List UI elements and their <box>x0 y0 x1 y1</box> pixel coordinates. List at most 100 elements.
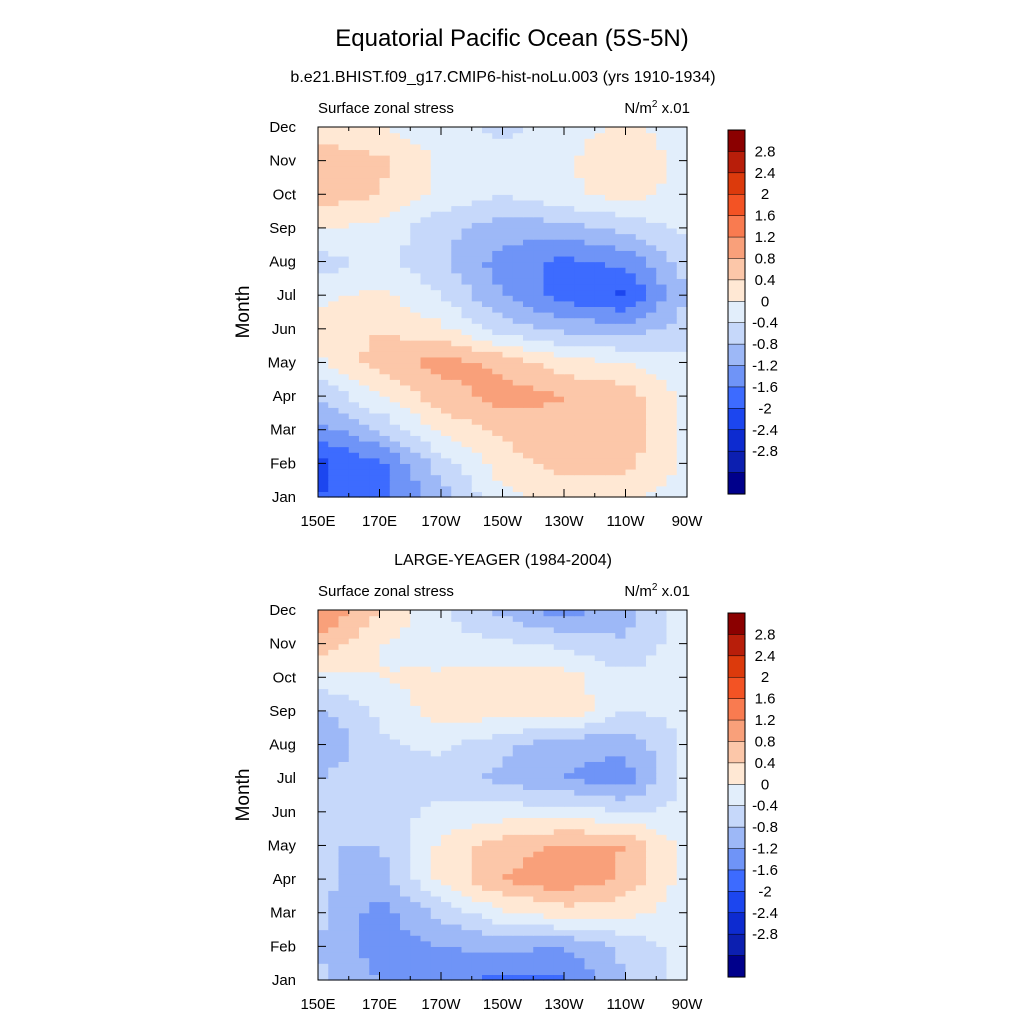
heatmap-cell <box>666 856 678 863</box>
heatmap-cell <box>369 194 381 201</box>
colorbar-label: 0 <box>761 293 769 310</box>
heatmap-cell <box>400 199 411 207</box>
heatmap-cell <box>594 491 606 498</box>
heatmap-cell <box>656 772 668 779</box>
heatmap-cell <box>482 239 493 246</box>
heatmap-cell <box>369 368 381 375</box>
heatmap-cell <box>482 205 493 212</box>
heatmap-cell <box>482 407 493 414</box>
heatmap-cell <box>615 895 627 903</box>
heatmap-cell <box>379 671 391 678</box>
heatmap-cell <box>502 800 514 807</box>
heatmap-cell <box>543 610 555 617</box>
heatmap-cell <box>625 485 637 492</box>
heatmap-cell <box>359 823 370 830</box>
heatmap-cell <box>348 340 360 347</box>
heatmap-cell <box>584 278 596 285</box>
heatmap-cell <box>625 222 637 229</box>
heatmap-cell <box>338 227 350 235</box>
heatmap-cell <box>369 457 381 464</box>
heatmap-cell <box>389 974 401 981</box>
heatmap-cell <box>574 300 586 307</box>
heatmap-cell <box>318 823 329 830</box>
heatmap-cell <box>410 390 422 397</box>
heatmap-cell <box>369 379 381 386</box>
heatmap-cell <box>471 177 483 184</box>
heatmap-cell <box>482 851 493 858</box>
heatmap-cell <box>605 160 616 167</box>
heatmap-cell <box>430 468 442 476</box>
heatmap-cell <box>512 867 524 875</box>
heatmap-cell <box>430 278 442 285</box>
heatmap-cell <box>646 867 657 875</box>
heatmap-cell <box>430 373 442 380</box>
heatmap-cell <box>676 671 688 678</box>
heatmap-cell <box>369 862 381 869</box>
heatmap-cell <box>420 946 432 953</box>
heatmap-cell <box>594 638 606 645</box>
heatmap-cell <box>523 384 534 392</box>
heatmap-cell <box>379 733 391 740</box>
heatmap-cell <box>471 688 483 695</box>
heatmap-cell <box>676 480 688 487</box>
heatmap-cell <box>471 160 483 167</box>
heatmap-cell <box>420 149 432 156</box>
heatmap-cell <box>410 362 422 369</box>
heatmap-cell <box>430 901 442 908</box>
heatmap-cell <box>512 452 524 459</box>
heatmap-cell <box>389 666 401 673</box>
heatmap-cell <box>646 412 657 420</box>
heatmap-cell <box>676 951 688 959</box>
heatmap-cell <box>635 491 647 498</box>
heatmap-cell <box>523 424 534 431</box>
heatmap-cell <box>338 727 350 734</box>
heatmap-cell <box>492 424 504 431</box>
heatmap-cell <box>338 856 350 863</box>
heatmap-cell <box>461 946 473 953</box>
heatmap-cell <box>348 851 360 858</box>
heatmap-cell <box>318 710 329 718</box>
heatmap-cell <box>420 429 432 436</box>
heatmap-cell <box>533 396 545 403</box>
heatmap-cell <box>338 755 350 762</box>
heatmap-cell <box>666 727 678 734</box>
heatmap-cell <box>502 699 514 706</box>
heatmap-cell <box>318 649 329 656</box>
heatmap-cell <box>461 396 473 403</box>
heatmap-cell <box>574 890 586 897</box>
heatmap-cell <box>369 418 381 425</box>
heatmap-cell <box>451 940 463 947</box>
heatmap-cell <box>441 789 452 796</box>
heatmap-cell <box>369 328 381 336</box>
heatmap-cell <box>564 643 575 650</box>
heatmap-cell <box>441 160 452 167</box>
heatmap-cell <box>400 390 411 397</box>
heatmap-cell <box>461 491 473 498</box>
heatmap-cell <box>318 682 329 690</box>
heatmap-cell <box>451 373 463 380</box>
heatmap-cell <box>389 401 401 408</box>
heatmap-cell <box>471 873 483 880</box>
heatmap-cell <box>635 171 647 179</box>
heatmap-cell <box>389 429 401 436</box>
heatmap-cell <box>533 278 545 285</box>
heatmap-cell <box>430 362 442 369</box>
heatmap-cell <box>389 283 401 291</box>
heatmap-cell <box>461 166 473 173</box>
heatmap-cell <box>584 356 596 364</box>
heatmap-cell <box>441 396 452 403</box>
heatmap-cell <box>348 328 360 336</box>
heatmap-cell <box>502 710 514 718</box>
heatmap-cell <box>410 278 422 285</box>
heatmap-cell <box>594 845 606 852</box>
heatmap-cell <box>615 401 627 408</box>
heatmap-cell <box>338 699 350 706</box>
heatmap-cell <box>348 951 360 959</box>
heatmap-cell <box>410 783 422 790</box>
heatmap-cell <box>533 351 545 358</box>
heatmap-cell <box>461 951 473 959</box>
heatmap-cell <box>553 626 565 634</box>
figure-title: Equatorial Pacific Ocean (5S-5N) <box>335 25 688 52</box>
heatmap-cell <box>482 244 493 251</box>
heatmap-cell <box>338 171 350 179</box>
